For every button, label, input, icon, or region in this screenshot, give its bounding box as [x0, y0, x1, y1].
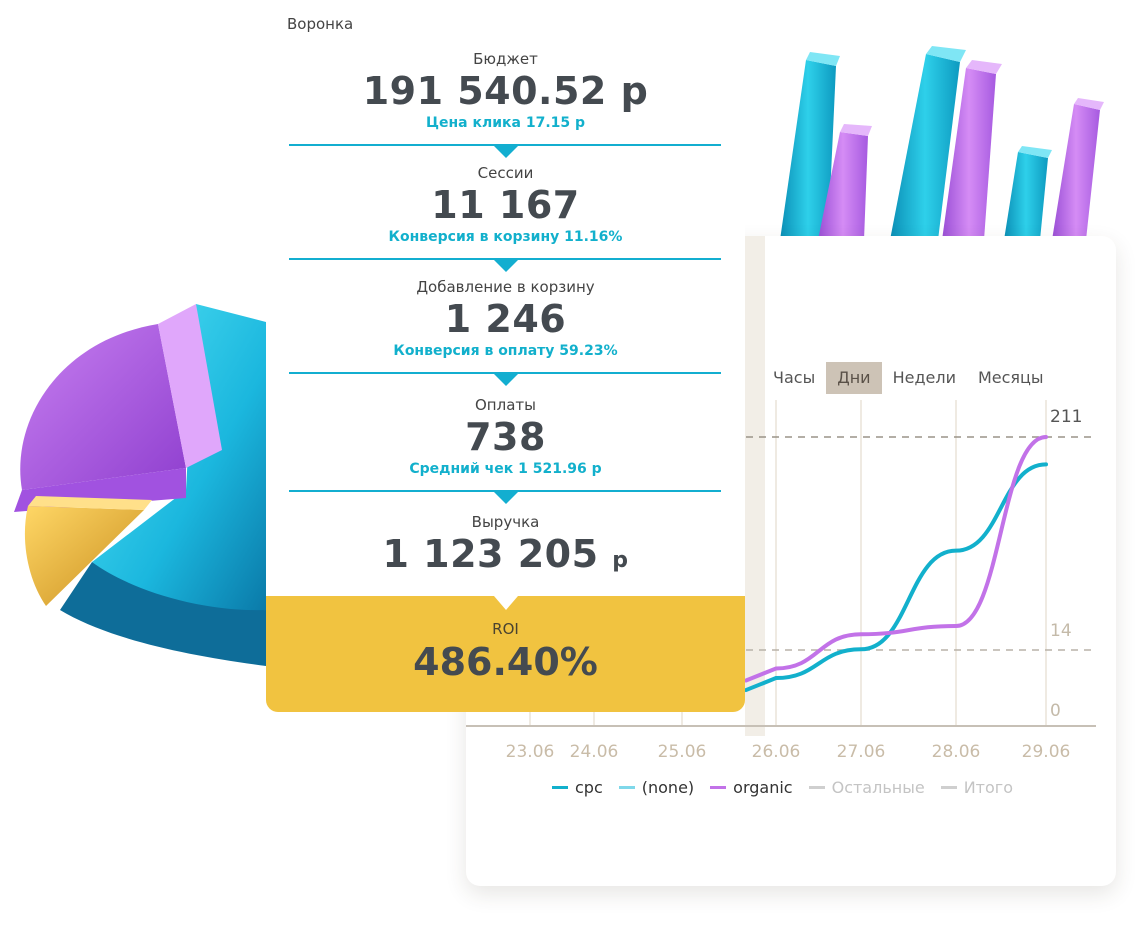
bar-pair-2: [890, 46, 1002, 240]
legend-item-cpc[interactable]: cpc: [552, 778, 603, 797]
arrow-down-icon: [494, 492, 518, 504]
stage-value: 1 246: [444, 297, 567, 341]
decorative-pie-illustration: [14, 304, 266, 666]
stage-label: Выручка: [471, 513, 540, 531]
roi-label: ROI: [492, 620, 519, 638]
x-tick-label: 29.06: [1022, 742, 1071, 762]
y-tick-label: 14: [1050, 621, 1072, 641]
stage-divider: [289, 258, 721, 260]
line-chart: 211 14 0 23.06 24.06 25.06 26.06 27.06 28.06 29.0…: [466, 400, 1096, 762]
stage-payments: Оплаты 738 Средний чек 1 521.96 р: [266, 396, 745, 478]
legend-item-other[interactable]: Остальные: [808, 778, 925, 797]
roi-value: 486.40%: [413, 640, 598, 684]
x-tick-label: 23.06: [506, 742, 555, 762]
stage-label: Оплаты: [475, 396, 536, 414]
x-tick-label: 27.06: [837, 742, 886, 762]
x-tick-label: 24.06: [570, 742, 619, 762]
y-tick-label: 211: [1050, 407, 1082, 427]
legend-label: Остальные: [831, 778, 925, 797]
series-line-cpc: [744, 462, 1048, 693]
stage-label: Бюджет: [473, 50, 538, 68]
roi-notch-icon: [494, 596, 518, 610]
tab-months[interactable]: Месяцы: [977, 368, 1044, 387]
stage-divider: [289, 372, 721, 374]
stage-divider: [289, 144, 721, 146]
pie-slice-gold: [24, 496, 152, 606]
arrow-down-icon: [494, 260, 518, 272]
tab-days[interactable]: Дни: [826, 362, 882, 394]
legend-swatch-icon: [710, 786, 727, 789]
stage-value: 11 167: [431, 183, 580, 227]
bar-pair-1: [780, 52, 872, 240]
legend-label: (none): [641, 778, 695, 797]
legend-swatch-icon: [808, 786, 825, 789]
period-tabs: Часы Дни Недели Месяцы: [762, 362, 1055, 394]
legend-item-organic[interactable]: organic: [710, 778, 793, 797]
stage-value: 1 123 205 р: [266, 531, 745, 584]
decorative-bars-illustration: [780, 46, 1104, 240]
stage-metric: Цена клика 17.15 р: [425, 115, 586, 131]
stage-metric: Средний чек 1 521.96 р: [409, 461, 602, 477]
x-tick-label: 26.06: [752, 742, 801, 762]
stage-metric: Конверсия в оплату 59.23%: [393, 343, 618, 359]
legend-swatch-icon: [618, 786, 635, 789]
stage-add-to-cart: Добавление в корзину 1 246 Конверсия в о…: [266, 278, 745, 360]
stage-sessions: Сессии 11 167 Конверсия в корзину 11.16%: [266, 164, 745, 246]
stage-label: Добавление в корзину: [416, 278, 595, 296]
legend-swatch-icon: [552, 786, 568, 789]
legend-label: organic: [733, 778, 793, 797]
y-tick-label: 0: [1050, 701, 1061, 721]
arrow-down-icon: [494, 374, 518, 386]
stage-metric: Конверсия в корзину 11.16%: [388, 229, 623, 245]
stage-divider: [289, 490, 721, 492]
legend-swatch-icon: [940, 786, 957, 789]
arrow-down-icon: [494, 146, 518, 158]
pie-slice-purple: [14, 304, 222, 512]
roi-panel: ROI 486.40%: [266, 596, 745, 712]
legend-label: cpc: [575, 778, 603, 797]
currency-symbol: р: [612, 548, 629, 573]
pie-slice-teal: [60, 304, 266, 666]
card-shadow-edge: [745, 236, 765, 736]
stage-value: 191 540.52 р: [362, 69, 649, 113]
bar-pair-3: [1004, 98, 1104, 240]
legend-label: Итого: [963, 778, 1013, 797]
legend-item-none[interactable]: (none): [618, 778, 695, 797]
tab-weeks[interactable]: Недели: [892, 368, 956, 387]
legend-item-total[interactable]: Итого: [940, 778, 1013, 797]
stage-budget: Бюджет 191 540.52 р Цена клика 17.15 р: [266, 50, 745, 132]
revenue-amount: 1 123 205: [382, 532, 599, 576]
series-line-organic: [744, 435, 1048, 683]
tab-hours[interactable]: Часы: [773, 368, 816, 387]
stage-revenue: Выручка 1 123 205 р: [266, 513, 745, 584]
stage-value: 738: [465, 415, 546, 459]
stage-label: Сессии: [477, 164, 534, 182]
funnel-card: Воронка Бюджет 191 540.52 р Цена клика 1…: [266, 0, 745, 712]
x-tick-label: 25.06: [658, 742, 707, 762]
funnel-title: Воронка: [287, 15, 354, 33]
x-tick-label: 28.06: [932, 742, 981, 762]
chart-legend: cpc (none) organic Остальные Итого: [552, 778, 1013, 797]
